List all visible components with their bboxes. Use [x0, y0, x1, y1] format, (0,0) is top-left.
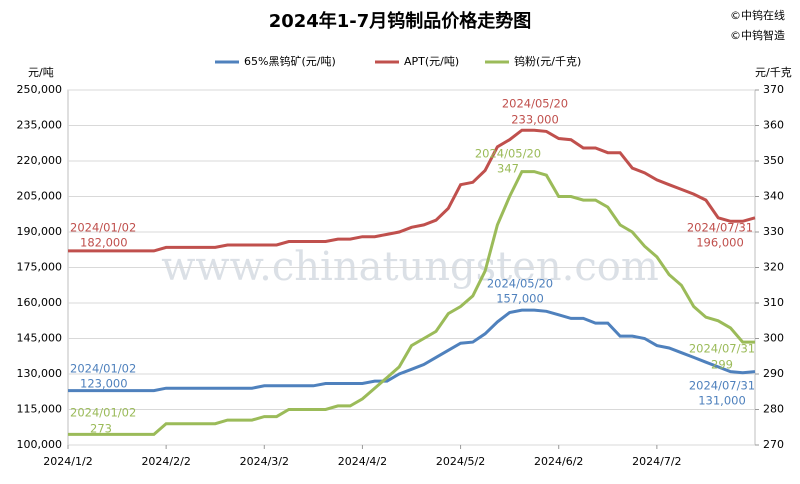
x-tick-label: 2024/2/2 — [141, 455, 190, 468]
credit: ©中钨在线 — [730, 8, 785, 22]
y2-tick-label: 310 — [763, 296, 784, 309]
annotation: 157,000 — [496, 292, 544, 306]
x-tick-label: 2024/3/2 — [240, 455, 289, 468]
annotation: 2024/07/31 — [689, 379, 755, 393]
annotation: 233,000 — [511, 113, 559, 127]
y2-tick-label: 320 — [763, 261, 784, 274]
legend-label: 65%黑钨矿(元/吨) — [244, 55, 336, 68]
legend-label: APT(元/吨) — [404, 55, 459, 68]
y2-tick-label: 290 — [763, 367, 784, 380]
y2-tick-label: 350 — [763, 154, 784, 167]
y-tick-label: 175,000 — [17, 261, 63, 274]
series-line — [68, 170, 755, 436]
y-tick-label: 115,000 — [17, 403, 63, 416]
annotation: 131,000 — [698, 394, 746, 408]
y-tick-label: 160,000 — [17, 296, 63, 309]
annotation: 2024/05/20 — [475, 147, 541, 161]
annotation: 2024/05/20 — [487, 277, 553, 291]
y-tick-label: 145,000 — [17, 332, 63, 345]
y2-unit: 元/千克 — [755, 66, 792, 79]
legend-label: 钨粉(元/千克) — [514, 55, 581, 68]
credit: ©中钨智造 — [730, 28, 785, 42]
y-tick-label: 190,000 — [17, 225, 63, 238]
x-tick-label: 2024/6/2 — [534, 455, 583, 468]
chart-title: 2024年1-7月钨制品价格走势图 — [269, 10, 532, 32]
annotation: 196,000 — [696, 236, 744, 250]
series-line — [68, 308, 756, 393]
x-tick-label: 2024/4/2 — [338, 455, 387, 468]
y-tick-label: 205,000 — [17, 190, 63, 203]
y-tick-label: 220,000 — [17, 154, 63, 167]
annotation: 299 — [711, 358, 733, 372]
y2-tick-label: 300 — [763, 332, 784, 345]
annotation: 182,000 — [80, 236, 128, 250]
y-tick-label: 130,000 — [17, 367, 63, 380]
annotation: 123,000 — [80, 377, 128, 391]
annotation: 2024/01/02 — [70, 406, 136, 420]
y2-tick-label: 370 — [763, 83, 784, 96]
y2-tick-label: 340 — [763, 190, 784, 203]
y2-tick-label: 280 — [763, 403, 784, 416]
x-tick-label: 2024/7/2 — [632, 455, 681, 468]
x-tick-label: 2024/1/2 — [43, 455, 92, 468]
annotation: 273 — [90, 422, 112, 436]
y-tick-label: 235,000 — [17, 119, 63, 132]
annotation: 2024/07/31 — [687, 221, 753, 235]
x-tick-label: 2024/5/2 — [436, 455, 485, 468]
annotation: 2024/01/02 — [70, 362, 136, 376]
y-tick-label: 100,000 — [17, 438, 63, 451]
y-unit: 元/吨 — [28, 66, 54, 79]
annotation: 2024/05/20 — [502, 97, 568, 111]
annotation: 2024/01/02 — [70, 221, 136, 235]
y2-tick-label: 360 — [763, 119, 784, 132]
annotation: 347 — [497, 162, 519, 176]
y-tick-label: 250,000 — [17, 83, 63, 96]
annotation: 2024/07/31 — [689, 342, 755, 356]
y2-tick-label: 330 — [763, 225, 784, 238]
series-line — [68, 128, 756, 253]
y2-tick-label: 270 — [763, 438, 784, 451]
